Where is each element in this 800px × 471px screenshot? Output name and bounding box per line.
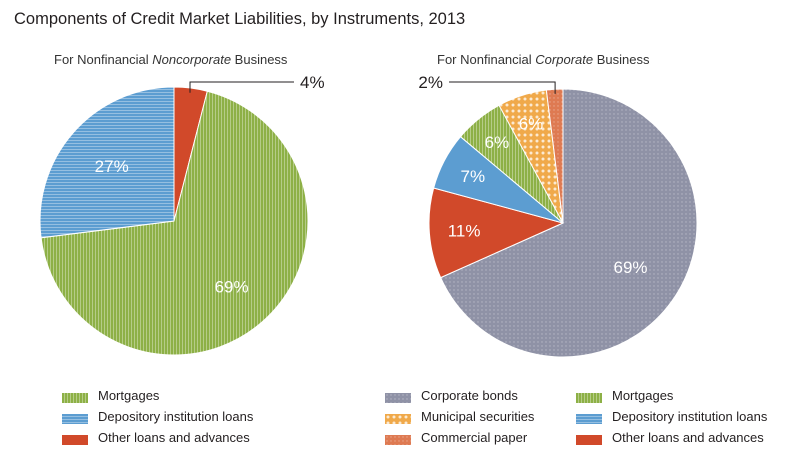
legend-swatch-commercial-paper bbox=[385, 433, 411, 445]
right-chart-subtitle: For Nonfinancial Corporate Business bbox=[437, 52, 649, 67]
legend-label: Depository institution loans bbox=[612, 409, 768, 424]
left-subtitle-suffix: Business bbox=[231, 52, 288, 67]
data-label-mortgages: 6% bbox=[485, 133, 510, 152]
legend-swatch-mortgages bbox=[576, 391, 602, 403]
legend-swatch-mortgages bbox=[62, 391, 88, 403]
slice-depository-institution-loans bbox=[39, 86, 175, 239]
callout-line-commercial-paper bbox=[449, 81, 556, 94]
chart-title: Components of Credit Market Liabilities,… bbox=[14, 10, 466, 28]
data-label-depository-institution-loans: 27% bbox=[95, 157, 129, 176]
data-label-corporate-bonds: 69% bbox=[613, 258, 647, 277]
slice-corporate-bonds bbox=[439, 88, 698, 358]
right-subtitle-prefix: For Nonfinancial bbox=[437, 52, 536, 67]
slice-mortgages bbox=[40, 90, 309, 356]
legend-swatch-other-loans-and-advances bbox=[576, 433, 602, 445]
left-pie: 4% 69% 27% bbox=[39, 73, 325, 356]
slice-other-loans-and-advances bbox=[428, 187, 565, 279]
legend-swatch-municipal-securities bbox=[385, 412, 411, 424]
legend-label: Depository institution loans bbox=[98, 409, 254, 424]
legend-label: Other loans and advances bbox=[98, 430, 250, 445]
data-label-other-loans-and-advances: 11% bbox=[448, 222, 481, 241]
legend-label: Mortgages bbox=[612, 388, 674, 403]
legend-label: Other loans and advances bbox=[612, 430, 764, 445]
legend-swatch-other-loans-and-advances bbox=[62, 433, 88, 445]
callout-line-other-loans-and-advances bbox=[189, 81, 294, 93]
left-subtitle-emphasis: Noncorporate bbox=[152, 52, 232, 67]
legend-swatch-depository-institution-loans bbox=[576, 412, 602, 424]
right-subtitle-suffix: Business bbox=[593, 52, 650, 67]
data-label-municipal-securities: 6% bbox=[519, 115, 544, 134]
legend-label: Municipal securities bbox=[421, 409, 535, 424]
data-label-other-loans-and-advances: 4% bbox=[300, 73, 325, 92]
left-subtitle-prefix: For Nonfinancial bbox=[54, 52, 153, 67]
right-pie: 69% 11% 7% 6% 6% 2% bbox=[418, 73, 698, 358]
left-chart-subtitle: For Nonfinancial Noncorporate Business bbox=[54, 52, 287, 67]
right-subtitle-emphasis: Corporate bbox=[535, 52, 594, 67]
legend-label: Mortgages bbox=[98, 388, 160, 403]
legend-swatch-depository-institution-loans bbox=[62, 412, 88, 424]
data-label-commercial-paper: 2% bbox=[418, 73, 443, 92]
legend-label: Commercial paper bbox=[421, 430, 528, 445]
legend-swatch-corporate-bonds bbox=[385, 391, 411, 403]
data-label-mortgages: 69% bbox=[215, 277, 249, 296]
data-label-depository-institution-loans: 7% bbox=[461, 167, 486, 186]
legend-label: Corporate bonds bbox=[421, 388, 518, 403]
